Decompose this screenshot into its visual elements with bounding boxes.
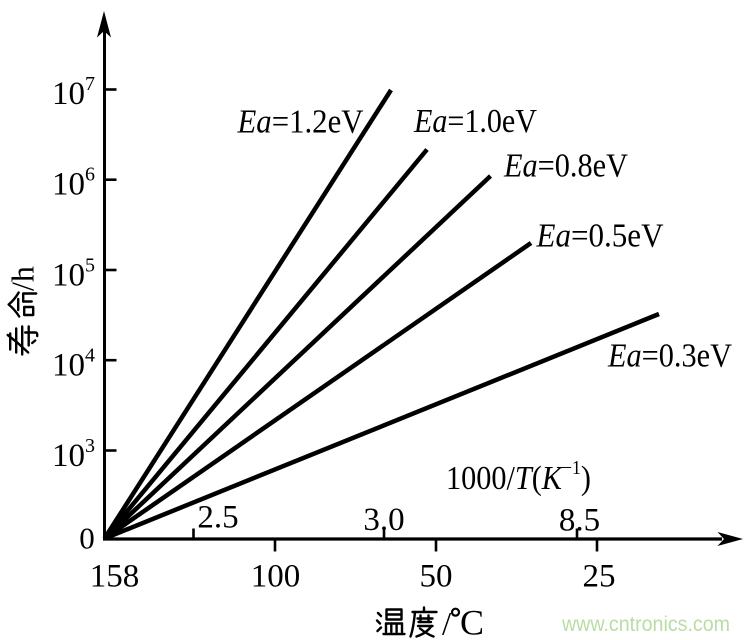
svg-text:Ea=0.5eV: Ea=0.5eV [536,218,664,255]
svg-text:Ea=0.8eV: Ea=0.8eV [503,148,628,185]
svg-text:Ea=1.2eV: Ea=1.2eV [237,104,364,141]
svg-text:158: 158 [90,559,140,595]
svg-text:25: 25 [583,559,616,595]
svg-text:/h: /h [5,266,41,291]
svg-text:0: 0 [79,521,95,556]
svg-text:3.0: 3.0 [363,502,404,538]
svg-text:www.cntronics.com: www.cntronics.com [561,613,730,636]
svg-text:103: 103 [52,435,95,474]
svg-text:100: 100 [251,559,301,595]
svg-text:Ea=1.0eV: Ea=1.0eV [413,103,537,140]
svg-text:C: C [460,603,484,640]
svg-text:2.5: 2.5 [197,500,238,536]
svg-text:8.5: 8.5 [559,503,600,539]
svg-text:Ea=0.3eV: Ea=0.3eV [607,338,732,375]
svg-text:50: 50 [420,559,453,595]
svg-text:/: / [442,607,452,640]
